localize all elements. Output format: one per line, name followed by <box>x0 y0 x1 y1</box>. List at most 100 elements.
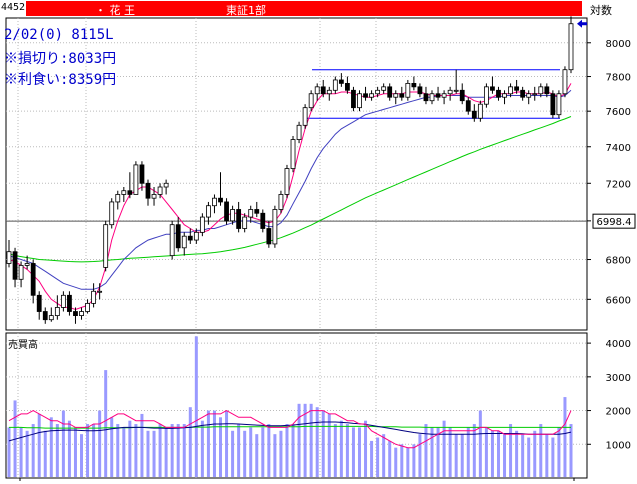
volume-bar <box>509 424 513 477</box>
volume-bar <box>188 407 192 477</box>
candle-body <box>109 201 115 226</box>
volume-bar <box>370 440 374 477</box>
volume-bar <box>503 434 507 477</box>
candle-body <box>320 86 326 95</box>
volume-bar <box>436 427 440 477</box>
volume-bar <box>7 427 11 477</box>
volume-ma-long-line <box>9 425 571 429</box>
volume-bar <box>327 413 331 477</box>
scale-mode-label[interactable]: 対数 <box>590 4 612 17</box>
volume-bar <box>37 413 41 477</box>
volume-bar <box>533 430 537 477</box>
volume-bar <box>98 410 102 477</box>
volume-bar <box>527 437 531 477</box>
volume-bar <box>557 427 561 477</box>
candle-body <box>326 89 332 95</box>
candle-body <box>411 82 417 88</box>
candle-body <box>568 23 574 71</box>
candle-body <box>550 93 556 116</box>
volume-bar <box>418 434 422 477</box>
candle-body <box>91 290 97 304</box>
volume-bar <box>490 430 494 477</box>
candle-body <box>483 86 489 105</box>
volume-bar <box>484 427 488 477</box>
volume-bar <box>212 410 216 477</box>
stock-name: ・ 花 王 <box>95 4 135 17</box>
volume-bar <box>164 427 168 477</box>
candle-body <box>24 263 30 266</box>
last-price-arrow <box>577 19 582 28</box>
candle-body <box>477 103 483 119</box>
volume-bar <box>376 437 380 477</box>
volume-bar <box>357 427 361 477</box>
volume-bar <box>128 420 132 477</box>
last-price-arrow-tail <box>582 22 587 26</box>
candle-body <box>308 93 314 109</box>
candle-body <box>48 315 54 321</box>
volume-bar <box>237 424 241 477</box>
candle-body <box>169 224 175 257</box>
volume-bar <box>400 444 404 477</box>
candle-body <box>453 89 459 92</box>
price-tick-label: 7400 <box>606 143 631 154</box>
candle-body <box>447 89 453 95</box>
volume-bar <box>80 434 84 477</box>
info-date-price: 2/02(0) 8115L <box>4 27 114 43</box>
volume-bar <box>478 410 482 477</box>
volume-bar <box>315 407 319 477</box>
volume-bar <box>73 427 77 477</box>
volume-bar <box>140 413 144 477</box>
candle-body <box>514 86 520 91</box>
candle-body <box>163 182 169 188</box>
volume-bar <box>31 424 35 477</box>
candle-body <box>532 93 538 96</box>
price-ma-long-line <box>8 116 572 263</box>
candle-body <box>127 190 133 195</box>
volume-bar <box>364 420 368 477</box>
candle-body <box>538 86 544 95</box>
candle-body <box>254 209 260 214</box>
info-take-profit: ※利食い:8359円 <box>4 72 117 88</box>
volume-bar <box>351 427 355 477</box>
volume-bar <box>279 430 283 477</box>
volume-bar <box>92 424 96 477</box>
candle-body <box>85 302 90 312</box>
volume-bar <box>448 427 452 477</box>
candle-body <box>18 265 24 280</box>
volume-bar <box>158 424 162 477</box>
candle-body <box>67 294 72 312</box>
candle-body <box>417 86 423 95</box>
title-bar: 4452 ・ 花 王 東証1部 対数 <box>0 0 637 17</box>
candle-body <box>60 294 66 308</box>
candle-body <box>6 251 12 264</box>
volume-bar <box>424 424 428 477</box>
volume-bar <box>255 434 259 477</box>
candle-body <box>399 93 405 98</box>
candle-body <box>490 86 495 91</box>
volume-bar <box>116 424 120 477</box>
volume-bar <box>225 410 229 477</box>
volume-bar <box>267 424 271 477</box>
volume-bar <box>122 427 126 477</box>
volume-bar <box>466 427 470 477</box>
volume-bar <box>110 417 114 477</box>
volume-bar <box>551 437 555 477</box>
candle-body <box>248 209 254 218</box>
candle-body <box>175 224 181 249</box>
candle-body <box>544 86 550 95</box>
volume-tick-label: 4000 <box>606 339 631 350</box>
candle-body <box>284 168 290 195</box>
candle-body <box>520 89 526 98</box>
candle-body <box>435 93 441 98</box>
candle-body <box>218 197 223 203</box>
candle-body <box>187 235 193 241</box>
price-tick-label: 7600 <box>606 107 631 118</box>
volume-bar <box>569 424 573 477</box>
candle-body <box>441 93 447 98</box>
candle-body <box>193 231 199 241</box>
candle-body <box>387 86 393 98</box>
price-tick-label: 6800 <box>606 256 631 267</box>
title-highlight-bar <box>26 1 582 16</box>
volume-bar <box>496 430 500 477</box>
